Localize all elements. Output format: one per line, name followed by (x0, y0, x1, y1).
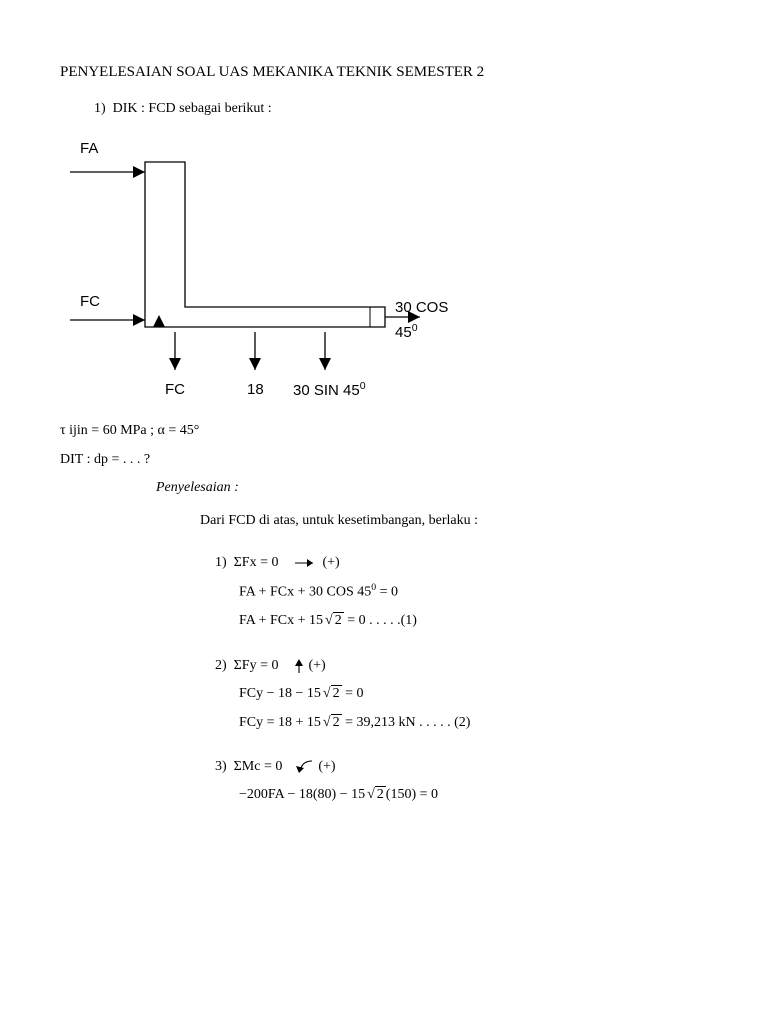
label-30sin45: 30 SIN 450 (293, 378, 366, 403)
sigma-mc-head: 3) ΣMc = 0 (+) (215, 756, 708, 778)
dari-fcd: Dari FCD di atas, untuk kesetimbangan, b… (200, 510, 708, 532)
degree-superscript: 0 (412, 322, 418, 334)
eq3-l1a: −200FA − 18(80) − 15 (239, 787, 365, 802)
eq2-line1: FCy − 18 − 15 2 = 0 (239, 683, 708, 705)
eq2-line2: FCy = 18 + 15 2 = 39,213 kN . . . . . (2) (239, 712, 708, 734)
eq1-line1: FA + FCx + 30 COS 450 = 0 (239, 580, 708, 604)
dit-line: DIT : dp = . . . ? (60, 449, 708, 471)
eq-block-1: 1) ΣFx = 0 (+) FA + FCx + 30 COS 450 = 0… (215, 552, 708, 633)
eq2-l2a: FCy = 18 + 15 (239, 715, 321, 730)
eq2-l1a: FCy − 18 − 15 (239, 686, 321, 701)
eq-block-3: 3) ΣMc = 0 (+) −200FA − 18(80) − 15 2(150… (215, 756, 708, 807)
eq-block-2: 2) ΣFy = 0 (+) FCy − 18 − 15 2 = 0 FCy = … (215, 655, 708, 734)
arrow-right-icon (293, 556, 323, 570)
label-fc-down: FC (165, 378, 185, 402)
eq1-l1b: = 0 (376, 585, 398, 600)
arrow-up-icon (293, 657, 309, 675)
label-30sin45-text: 30 SIN 45 (293, 382, 360, 399)
sqrt2: 2 (333, 612, 344, 628)
given-tau: τ ijin = 60 MPa ; α = 45° (60, 420, 708, 442)
degree-superscript: 0 (360, 380, 366, 392)
eq1-line2: FA + FCx + 15 2 = 0 . . . . .(1) (239, 610, 708, 632)
eq1-l1a: FA + FCx + 30 COS 45 (239, 585, 371, 600)
sigma-mc-text: 3) ΣMc = 0 (215, 759, 282, 774)
sigma-fy-head: 2) ΣFy = 0 (+) (215, 655, 708, 677)
label-30cos45: 30 COS 450 (395, 296, 470, 345)
sigma-fx-head: 1) ΣFx = 0 (+) (215, 552, 708, 574)
eq2-l2b: = 39,213 kN . . . . . (2) (342, 715, 471, 730)
eq3-line1: −200FA − 18(80) − 15 2(150) = 0 (239, 784, 708, 806)
eq2-l1b: = 0 (342, 686, 364, 701)
sqrt2: 2 (331, 685, 342, 701)
page-title: PENYELESAIAN SOAL UAS MEKANIKA TEKNIK SE… (60, 60, 708, 84)
eq3-l1b: (150) = 0 (386, 787, 438, 802)
penyelesaian-label: Penyelesaian : (156, 477, 708, 499)
label-fa: FA (80, 137, 98, 161)
sigma-fx-text: 1) ΣFx = 0 (215, 555, 279, 570)
label-18: 18 (247, 378, 264, 402)
label-30cos45-text: 30 COS 45 (395, 299, 448, 341)
fcd-diagram: FA FC FC 18 30 SIN 450 30 COS 450 (50, 132, 470, 412)
sqrt2: 2 (331, 714, 342, 730)
eq1-l2b: = 0 . . . . .(1) (344, 613, 417, 628)
eq1-l2a: FA + FCx + 15 (239, 613, 323, 628)
arrow-ccw-icon (296, 758, 318, 776)
label-fc-left: FC (80, 290, 100, 314)
sigma-fy-text: 2) ΣFy = 0 (215, 658, 279, 673)
dik-line: 1) DIK : FCD sebagai berikut : (94, 98, 708, 120)
sqrt2: 2 (375, 786, 386, 802)
